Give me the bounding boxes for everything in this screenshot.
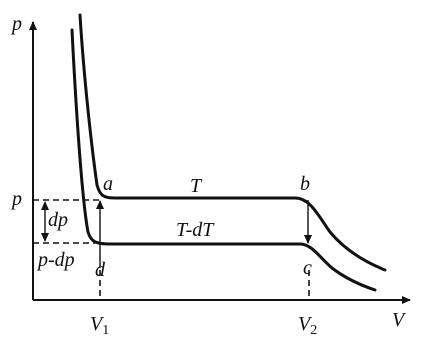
label-dp: dp bbox=[48, 209, 68, 231]
point-a: a bbox=[103, 173, 113, 195]
point-c: c bbox=[303, 257, 312, 279]
label-v1: V1 bbox=[90, 313, 109, 338]
label-p: p bbox=[10, 188, 22, 210]
v-axis-label: V bbox=[392, 309, 407, 331]
label-t-dt: T-dT bbox=[176, 219, 215, 241]
label-t: T bbox=[190, 175, 203, 197]
point-b: b bbox=[300, 173, 310, 195]
v2-sub: 2 bbox=[310, 323, 317, 338]
v1-base: V bbox=[90, 313, 105, 335]
label-p-dp: p-dp bbox=[36, 249, 75, 271]
v2-base: V bbox=[298, 313, 313, 335]
point-d: d bbox=[95, 259, 106, 281]
label-v2: V2 bbox=[298, 313, 317, 338]
isotherm-t-dt bbox=[70, 28, 377, 292]
p-axis-label: p bbox=[10, 13, 22, 35]
v1-sub: 1 bbox=[102, 323, 109, 338]
isotherm-t bbox=[78, 13, 387, 272]
